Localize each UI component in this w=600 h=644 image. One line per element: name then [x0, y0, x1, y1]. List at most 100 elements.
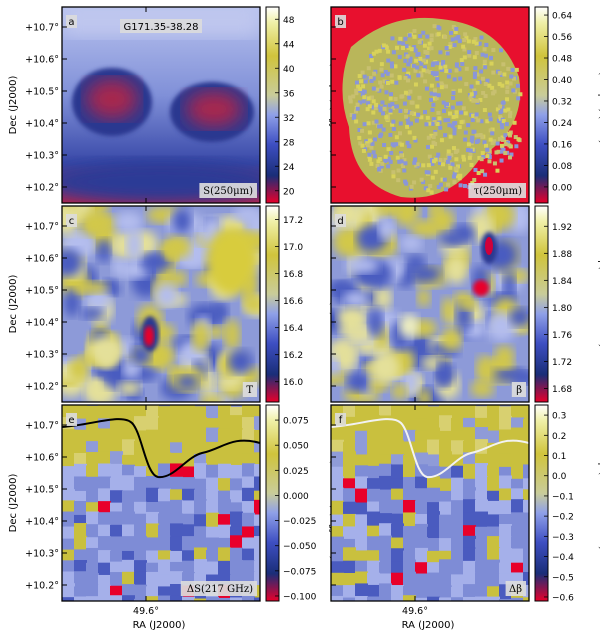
colorbar-label: τ(250μm) (10⁻³) — [597, 66, 600, 143]
map-pixel — [409, 184, 414, 189]
map-pixel — [516, 96, 521, 101]
map-pixel — [242, 487, 255, 504]
map-pixel — [379, 597, 392, 601]
map-pixel — [230, 511, 243, 528]
map-pixel — [432, 120, 437, 125]
y-axis-label: Dec (J2000) — [8, 474, 19, 533]
map-pixel — [475, 572, 488, 589]
map-pixel — [74, 463, 87, 480]
map-pixel — [110, 490, 123, 507]
map-pixel — [479, 35, 484, 40]
map-pixel — [337, 306, 367, 331]
heatmap-image — [331, 7, 529, 203]
map-pixel — [403, 571, 416, 588]
map-pixel — [182, 427, 195, 444]
map-pixel — [331, 500, 344, 517]
map-pixel — [86, 547, 99, 564]
map-pixel — [416, 52, 421, 57]
map-pixel — [170, 595, 183, 601]
map-pixel — [508, 110, 513, 115]
map-pixel — [523, 418, 529, 435]
map-pixel — [355, 416, 368, 433]
map-pixel — [463, 499, 476, 516]
map-pixel — [427, 487, 440, 504]
map-pixel — [451, 114, 456, 119]
map-pixel — [439, 81, 444, 86]
map-pixel — [400, 94, 405, 99]
map-pixel — [426, 170, 431, 175]
map-pixel — [436, 110, 441, 115]
map-pixel — [254, 547, 260, 564]
map-pixel — [114, 211, 143, 233]
map-pixel — [343, 513, 356, 530]
map-pixel — [476, 138, 481, 143]
map-pixel — [439, 67, 444, 72]
map-pixel — [463, 584, 476, 601]
colorbar-gradient — [534, 6, 549, 204]
map-pixel — [384, 115, 389, 120]
map-pixel — [230, 464, 243, 481]
colorbar-tick-label: 0.1 — [552, 452, 566, 462]
map-pixel — [432, 92, 437, 97]
map-pixel — [523, 441, 529, 458]
map-pixel — [506, 66, 511, 71]
map-pixel — [154, 282, 179, 308]
map-pixel — [498, 110, 503, 115]
map-pixel — [454, 63, 459, 68]
colorbar-tick-label: −0.2 — [552, 513, 574, 523]
map-pixel — [501, 119, 506, 124]
map-label-box — [199, 183, 257, 198]
map-pixel — [343, 560, 356, 577]
map-pixel — [331, 451, 344, 468]
map-pixel — [429, 83, 434, 88]
map-pixel — [417, 388, 432, 402]
map-pixel — [451, 562, 464, 579]
map-pixel — [86, 428, 99, 445]
map-pixel — [510, 68, 515, 73]
map-pixel — [523, 512, 529, 529]
colorbar-tick-label: 0.2 — [552, 432, 566, 442]
map-pixel — [96, 238, 111, 263]
colorbar-tick-label: 24 — [283, 163, 295, 173]
map-pixel — [122, 490, 135, 507]
map-pixel — [85, 288, 111, 313]
map-pixel — [463, 32, 468, 37]
map-pixel — [371, 120, 376, 125]
map-pixel — [110, 595, 123, 601]
map-pixel — [343, 501, 356, 518]
map-pixel — [412, 135, 417, 140]
map-pixel — [497, 71, 502, 76]
map-pixel — [230, 490, 243, 507]
colorbar-tick-label: 0.32 — [552, 97, 572, 107]
map-pixel — [458, 173, 463, 178]
map-pixel — [477, 41, 482, 46]
map-pixel — [74, 501, 87, 518]
map-pixel — [451, 440, 464, 457]
map-pixel — [134, 598, 147, 601]
colorbar-tick-label: 0.0 — [552, 472, 567, 482]
map-pixel — [399, 142, 404, 147]
map-pixel — [443, 64, 448, 69]
map-pixel — [511, 88, 516, 93]
map-pixel — [110, 405, 123, 420]
colorbar-tick-label: 0.64 — [552, 12, 572, 22]
map-pixel — [377, 157, 382, 162]
map-pixel — [455, 101, 460, 106]
map-pixel — [507, 155, 512, 160]
map-pixel — [391, 499, 404, 516]
map-pixel — [445, 51, 450, 56]
map-pixel — [110, 536, 123, 553]
map-pixel — [413, 68, 418, 73]
map-pixel — [475, 511, 488, 528]
map-pixel — [134, 489, 147, 506]
map-pixel — [523, 571, 529, 588]
map-pixel — [405, 140, 410, 145]
map-pixel — [452, 131, 457, 136]
map-pixel — [394, 135, 399, 140]
map-pixel — [376, 159, 381, 164]
map-pixel — [438, 158, 443, 163]
map-pixel — [499, 158, 504, 163]
map-pixel — [232, 206, 260, 222]
map-pixel — [440, 62, 445, 67]
y-tick-label: +10.2° — [25, 382, 59, 393]
